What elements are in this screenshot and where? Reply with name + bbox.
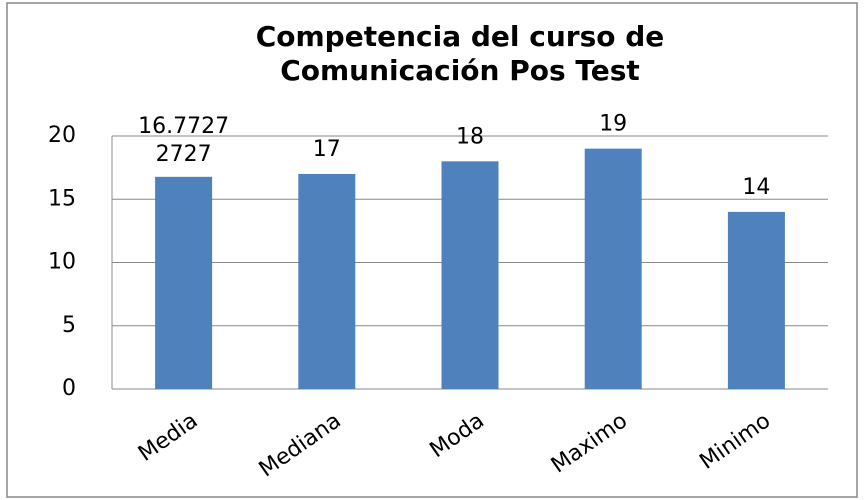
y-tick-label: 10: [48, 250, 76, 275]
bar: [155, 176, 213, 389]
data-label: 16.7727 2727: [138, 114, 229, 167]
chart-border: [6, 2, 858, 498]
y-tick-label: 0: [62, 376, 76, 401]
y-tick-label: 5: [62, 313, 76, 338]
data-label: 18: [456, 124, 484, 149]
chart-title: Competencia del curso de: [256, 20, 665, 53]
data-label: 14: [742, 175, 770, 200]
chart-title: Comunicación Pos Test: [280, 54, 640, 87]
y-tick-label: 15: [48, 186, 76, 211]
bar: [441, 161, 499, 389]
bar: [298, 173, 356, 389]
data-label: 19: [599, 112, 627, 137]
bar: [727, 211, 785, 389]
data-label: 17: [313, 137, 341, 162]
bar: [584, 148, 642, 389]
y-tick-label: 20: [48, 123, 76, 148]
